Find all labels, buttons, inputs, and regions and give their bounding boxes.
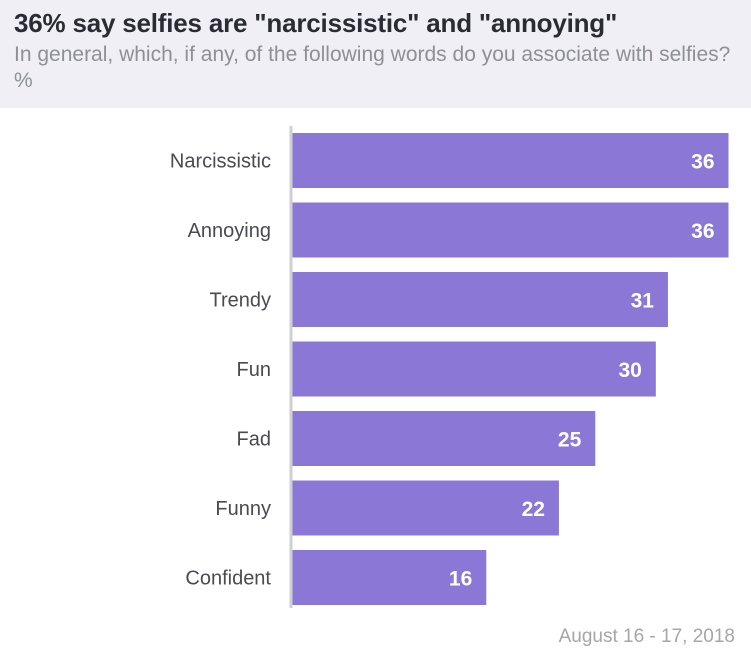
bar-trendy — [292, 272, 668, 327]
category-label: Fad — [237, 429, 271, 451]
value-label: 36 — [691, 220, 714, 243]
category-label: Funny — [215, 498, 271, 520]
value-label: 31 — [631, 290, 655, 313]
chart-subtitle: In general, which, if any, of the follow… — [14, 43, 731, 92]
bar-funny — [292, 480, 559, 536]
chart-title: 36% say selfies are "narcissistic" and "… — [14, 8, 618, 38]
value-label: 16 — [449, 568, 472, 591]
bar-fad — [292, 411, 596, 466]
value-label: 36 — [691, 151, 714, 174]
bar-narcissistic — [292, 133, 729, 188]
category-label: Annoying — [188, 220, 271, 242]
value-label: 22 — [522, 498, 545, 521]
value-label: 30 — [618, 359, 641, 382]
category-label: Fun — [237, 359, 271, 381]
bar-annoying — [292, 202, 729, 258]
bar-confident — [292, 550, 487, 605]
bar-fun — [292, 341, 656, 397]
category-label: Trendy — [209, 290, 271, 312]
category-label: Confident — [185, 568, 271, 590]
survey-date: August 16 - 17, 2018 — [558, 626, 735, 647]
value-label: 25 — [558, 429, 582, 452]
chart-header: 36% say selfies are "narcissistic" and "… — [0, 0, 751, 108]
category-label: Narcissistic — [170, 151, 271, 173]
